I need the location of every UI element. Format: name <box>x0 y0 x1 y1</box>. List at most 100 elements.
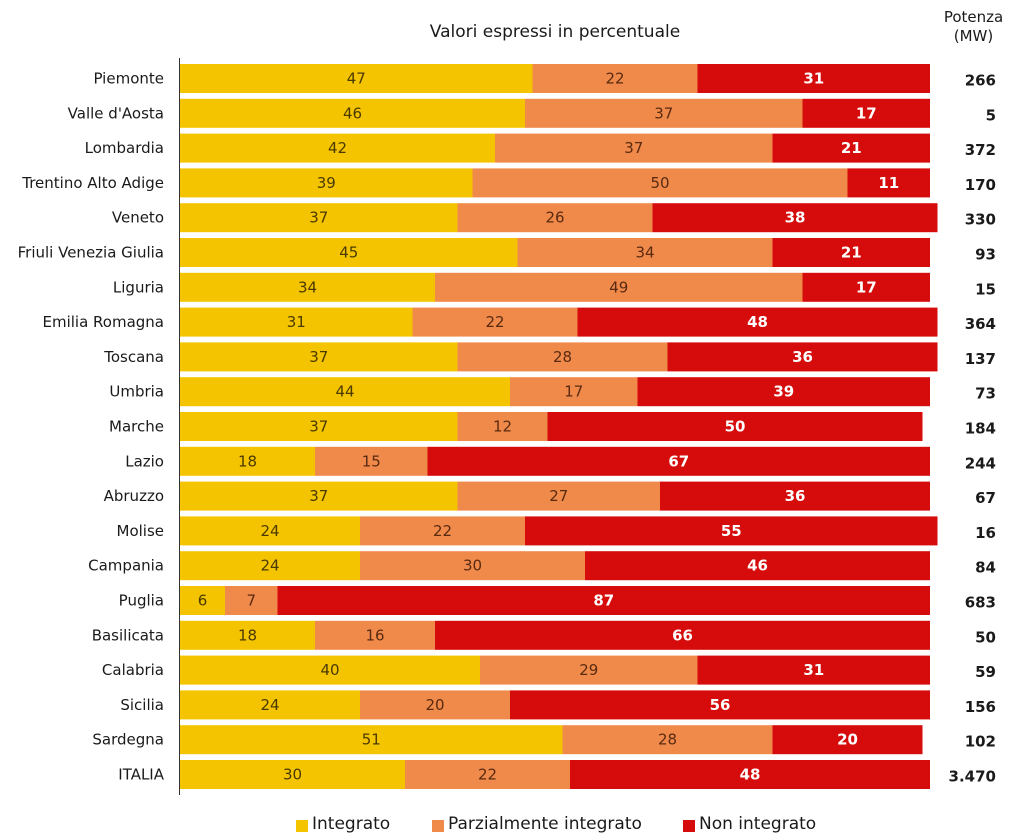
bar-non-integrato-friuli-venezia-giulia <box>772 238 930 267</box>
data-label-non-integrato-liguria: 17 <box>856 278 877 296</box>
category-label-veneto: Veneto <box>112 209 164 227</box>
bar-parzialmente-integrato-valle-d-aosta <box>525 98 803 128</box>
data-label-parzialmente-integrato-trentino-alto-adige: 50 <box>650 174 669 192</box>
data-label-integrato-piemonte: 47 <box>347 70 366 88</box>
category-label-campania: Campania <box>88 557 164 575</box>
bar-parzialmente-integrato-emilia-romagna <box>412 307 578 337</box>
data-label-non-integrato-marche: 50 <box>725 418 746 436</box>
category-label-sardegna: Sardegna <box>92 731 164 749</box>
bar-parzialmente-integrato-liguria <box>435 272 803 302</box>
category-label-piemonte: Piemonte <box>93 70 164 88</box>
data-label-parzialmente-integrato-friuli-venezia-giulia: 34 <box>635 244 654 262</box>
data-label-parzialmente-integrato-calabria: 29 <box>579 661 598 679</box>
potenza-value-piemonte: 266 <box>965 72 996 90</box>
bar-parzialmente-integrato-marche <box>457 412 548 441</box>
data-label-integrato-sardegna: 51 <box>362 731 381 749</box>
data-label-parzialmente-integrato-umbria: 17 <box>564 383 583 401</box>
legend-item-non-integrato: Non integrato <box>683 814 816 834</box>
bar-non-integrato-veneto <box>652 203 938 233</box>
data-label-integrato-lazio: 18 <box>238 452 257 470</box>
bar-non-integrato-toscana <box>667 342 938 372</box>
category-label-italia: ITALIA <box>118 766 164 784</box>
data-label-integrato-campania: 24 <box>260 557 279 575</box>
data-label-non-integrato-friuli-venezia-giulia: 21 <box>841 244 862 262</box>
category-label-valle-d-aosta: Valle d'Aosta <box>68 104 164 122</box>
potenza-header-line2: (MW) <box>953 27 994 45</box>
bar-parzialmente-integrato-italia <box>405 760 570 789</box>
potenza-value-marche: 184 <box>965 420 996 438</box>
legend-swatch-integrato <box>296 819 308 832</box>
bar-integrato-friuli-venezia-giulia <box>180 238 518 267</box>
legend-item-parzialmente-integrato: Parzialmente integrato <box>432 814 642 834</box>
category-label-abruzzo: Abruzzo <box>104 487 164 505</box>
data-label-integrato-italia: 30 <box>283 766 302 784</box>
bar-non-integrato-valle-d-aosta <box>802 98 930 128</box>
potenza-column-header: Potenza (MW) <box>935 8 1012 46</box>
data-label-integrato-umbria: 44 <box>335 383 354 401</box>
potenza-header-line1: Potenza <box>943 8 1004 26</box>
potenza-value-umbria: 73 <box>975 385 996 403</box>
data-label-non-integrato-emilia-romagna: 48 <box>747 313 768 331</box>
bar-integrato-campania <box>180 551 360 581</box>
category-label-marche: Marche <box>109 418 164 436</box>
data-label-non-integrato-toscana: 36 <box>792 348 813 366</box>
bar-non-integrato-emilia-romagna <box>577 307 938 337</box>
data-label-parzialmente-integrato-liguria: 49 <box>609 278 628 296</box>
bar-integrato-sicilia <box>180 690 360 720</box>
bar-integrato-trentino-alto-adige <box>180 168 473 198</box>
bar-parzialmente-integrato-sicilia <box>360 690 510 720</box>
legend: Integrato Parzialmente integrato Non int… <box>0 814 1012 836</box>
data-label-non-integrato-abruzzo: 36 <box>785 487 806 505</box>
bar-non-integrato-lazio <box>427 446 930 476</box>
data-label-parzialmente-integrato-sardegna: 28 <box>658 731 677 749</box>
data-label-integrato-emilia-romagna: 31 <box>287 313 306 331</box>
bar-parzialmente-integrato-piemonte <box>532 64 698 93</box>
bar-parzialmente-integrato-campania <box>360 551 585 581</box>
bar-parzialmente-integrato-calabria <box>480 655 698 685</box>
bar-parzialmente-integrato-friuli-venezia-giulia <box>517 238 773 267</box>
potenza-value-sardegna: 102 <box>965 733 996 751</box>
category-label-molise: Molise <box>117 522 165 540</box>
data-label-integrato-veneto: 37 <box>309 209 328 227</box>
bar-non-integrato-marche <box>547 412 923 441</box>
bar-non-integrato-umbria <box>637 377 930 407</box>
bar-non-integrato-basilicata <box>435 620 930 650</box>
bar-integrato-valle-d-aosta <box>180 98 525 128</box>
bar-integrato-puglia <box>180 586 225 615</box>
data-label-integrato-basilicata: 18 <box>238 626 257 644</box>
data-label-integrato-puglia: 6 <box>198 592 208 610</box>
potenza-value-lombardia: 372 <box>965 141 996 159</box>
data-label-non-integrato-trentino-alto-adige: 11 <box>878 174 899 192</box>
bar-integrato-molise <box>180 516 360 546</box>
bar-integrato-basilicata <box>180 620 315 650</box>
potenza-value-toscana: 137 <box>965 350 996 368</box>
potenza-value-basilicata: 50 <box>975 628 996 646</box>
data-label-non-integrato-molise: 55 <box>721 522 742 540</box>
bar-integrato-umbria <box>180 377 510 407</box>
bar-non-integrato-abruzzo <box>660 481 930 511</box>
bar-integrato-lazio <box>180 446 315 476</box>
bar-parzialmente-integrato-molise <box>360 516 525 546</box>
data-label-parzialmente-integrato-lombardia: 37 <box>624 139 643 157</box>
bar-integrato-veneto <box>180 203 458 233</box>
potenza-value-friuli-venezia-giulia: 93 <box>975 246 996 264</box>
bar-parzialmente-integrato-basilicata <box>315 620 435 650</box>
potenza-value-veneto: 330 <box>965 211 996 229</box>
data-label-parzialmente-integrato-campania: 30 <box>463 557 482 575</box>
data-label-integrato-abruzzo: 37 <box>309 487 328 505</box>
data-label-non-integrato-italia: 48 <box>740 766 761 784</box>
data-label-parzialmente-integrato-basilicata: 16 <box>365 626 384 644</box>
bar-non-integrato-sardegna <box>772 725 923 755</box>
data-label-non-integrato-calabria: 31 <box>803 661 824 679</box>
data-label-parzialmente-integrato-sicilia: 20 <box>425 696 444 714</box>
category-label-calabria: Calabria <box>102 661 164 679</box>
data-label-non-integrato-sicilia: 56 <box>710 696 731 714</box>
bar-integrato-sardegna <box>180 725 563 755</box>
potenza-value-italia: 3.470 <box>949 768 996 786</box>
data-label-non-integrato-sardegna: 20 <box>837 731 858 749</box>
bar-parzialmente-integrato-toscana <box>457 342 668 372</box>
bar-parzialmente-integrato-lombardia <box>495 133 773 163</box>
bar-non-integrato-trentino-alto-adige <box>847 168 930 198</box>
bar-integrato-toscana <box>180 342 458 372</box>
